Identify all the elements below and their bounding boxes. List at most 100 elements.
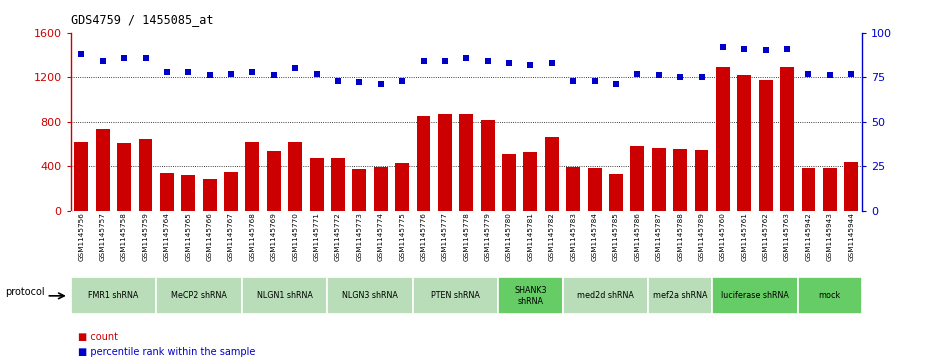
Text: mock: mock xyxy=(819,291,841,300)
Point xyxy=(694,74,709,80)
Bar xyxy=(460,114,473,211)
Text: GSM1145770: GSM1145770 xyxy=(292,212,299,261)
Text: GSM1145942: GSM1145942 xyxy=(805,212,811,261)
Text: GSM1145772: GSM1145772 xyxy=(335,212,341,261)
Text: GSM1145787: GSM1145787 xyxy=(656,212,662,261)
Point xyxy=(395,78,410,83)
Bar xyxy=(267,151,281,211)
Bar xyxy=(652,148,666,211)
Text: NLGN1 shRNA: NLGN1 shRNA xyxy=(256,291,313,300)
Bar xyxy=(224,172,238,211)
Text: ■ count: ■ count xyxy=(78,332,118,342)
Bar xyxy=(844,162,858,211)
Point xyxy=(373,81,388,87)
Point xyxy=(480,58,495,64)
Bar xyxy=(562,277,648,314)
Text: GSM1145773: GSM1145773 xyxy=(356,212,363,261)
Point xyxy=(737,46,752,52)
Text: GSM1145780: GSM1145780 xyxy=(506,212,512,261)
Text: GSM1145759: GSM1145759 xyxy=(142,212,149,261)
Point xyxy=(267,73,282,78)
Text: GSM1145944: GSM1145944 xyxy=(848,212,854,261)
Bar xyxy=(160,173,174,211)
Point xyxy=(630,71,645,77)
Bar xyxy=(374,167,388,211)
Bar xyxy=(246,142,259,211)
Bar xyxy=(416,116,430,211)
Bar xyxy=(802,168,816,211)
Text: GSM1145761: GSM1145761 xyxy=(741,212,747,261)
Point xyxy=(203,73,218,78)
Point xyxy=(844,71,859,77)
Point xyxy=(609,81,624,87)
Bar xyxy=(117,143,131,211)
Text: GSM1145782: GSM1145782 xyxy=(549,212,555,261)
Bar xyxy=(712,277,798,314)
Bar xyxy=(798,277,862,314)
Text: GSM1145778: GSM1145778 xyxy=(463,212,469,261)
Point xyxy=(223,71,238,77)
Text: GSM1145943: GSM1145943 xyxy=(827,212,833,261)
Text: GSM1145785: GSM1145785 xyxy=(613,212,619,261)
Text: GSM1145789: GSM1145789 xyxy=(699,212,705,261)
Bar xyxy=(648,277,712,314)
Point xyxy=(822,73,837,78)
Bar xyxy=(288,142,302,211)
Text: GSM1145760: GSM1145760 xyxy=(720,212,726,261)
Bar xyxy=(352,170,366,211)
Text: GSM1145786: GSM1145786 xyxy=(634,212,641,261)
Text: GSM1145763: GSM1145763 xyxy=(784,212,790,261)
Point xyxy=(287,65,302,71)
Text: GSM1145776: GSM1145776 xyxy=(420,212,427,261)
Point xyxy=(138,55,153,61)
Text: GSM1145766: GSM1145766 xyxy=(206,212,213,261)
Point xyxy=(587,78,602,83)
Bar xyxy=(758,80,772,211)
Point xyxy=(117,55,132,61)
Text: NLGN3 shRNA: NLGN3 shRNA xyxy=(342,291,398,300)
Bar xyxy=(138,139,153,211)
Text: PTEN shRNA: PTEN shRNA xyxy=(431,291,480,300)
Bar xyxy=(823,168,836,211)
Point xyxy=(673,74,688,80)
Point xyxy=(544,60,560,66)
Point xyxy=(501,60,516,66)
Point xyxy=(566,78,581,83)
Text: luciferase shRNA: luciferase shRNA xyxy=(721,291,789,300)
Bar xyxy=(156,277,242,314)
Bar xyxy=(71,277,156,314)
Bar xyxy=(396,163,409,211)
Bar xyxy=(310,158,323,211)
Bar xyxy=(609,174,623,211)
Text: GSM1145764: GSM1145764 xyxy=(164,212,170,261)
Text: ■ percentile rank within the sample: ■ percentile rank within the sample xyxy=(78,347,255,357)
Text: GSM1145765: GSM1145765 xyxy=(186,212,191,261)
Text: GSM1145781: GSM1145781 xyxy=(528,212,533,261)
Text: FMR1 shRNA: FMR1 shRNA xyxy=(89,291,138,300)
Text: GSM1145783: GSM1145783 xyxy=(570,212,577,261)
Bar xyxy=(588,168,602,211)
Text: GSM1145758: GSM1145758 xyxy=(122,212,127,261)
Point xyxy=(780,46,795,52)
Point xyxy=(181,69,196,75)
Point xyxy=(437,58,452,64)
Bar xyxy=(96,129,109,211)
Text: GSM1145756: GSM1145756 xyxy=(78,212,85,261)
Text: GSM1145788: GSM1145788 xyxy=(677,212,683,261)
Text: GSM1145774: GSM1145774 xyxy=(378,212,383,261)
Text: GSM1145784: GSM1145784 xyxy=(592,212,597,261)
Text: MeCP2 shRNA: MeCP2 shRNA xyxy=(171,291,227,300)
Bar xyxy=(331,158,345,211)
Bar xyxy=(242,277,327,314)
Text: GSM1145768: GSM1145768 xyxy=(250,212,255,261)
Bar xyxy=(674,150,687,211)
Bar xyxy=(74,142,89,211)
Text: GSM1145777: GSM1145777 xyxy=(442,212,447,261)
Point xyxy=(73,51,89,57)
Bar xyxy=(630,146,644,211)
Text: med2d shRNA: med2d shRNA xyxy=(577,291,634,300)
Bar xyxy=(480,121,495,211)
Point xyxy=(715,44,730,50)
Bar xyxy=(181,175,195,211)
Bar xyxy=(780,67,794,211)
